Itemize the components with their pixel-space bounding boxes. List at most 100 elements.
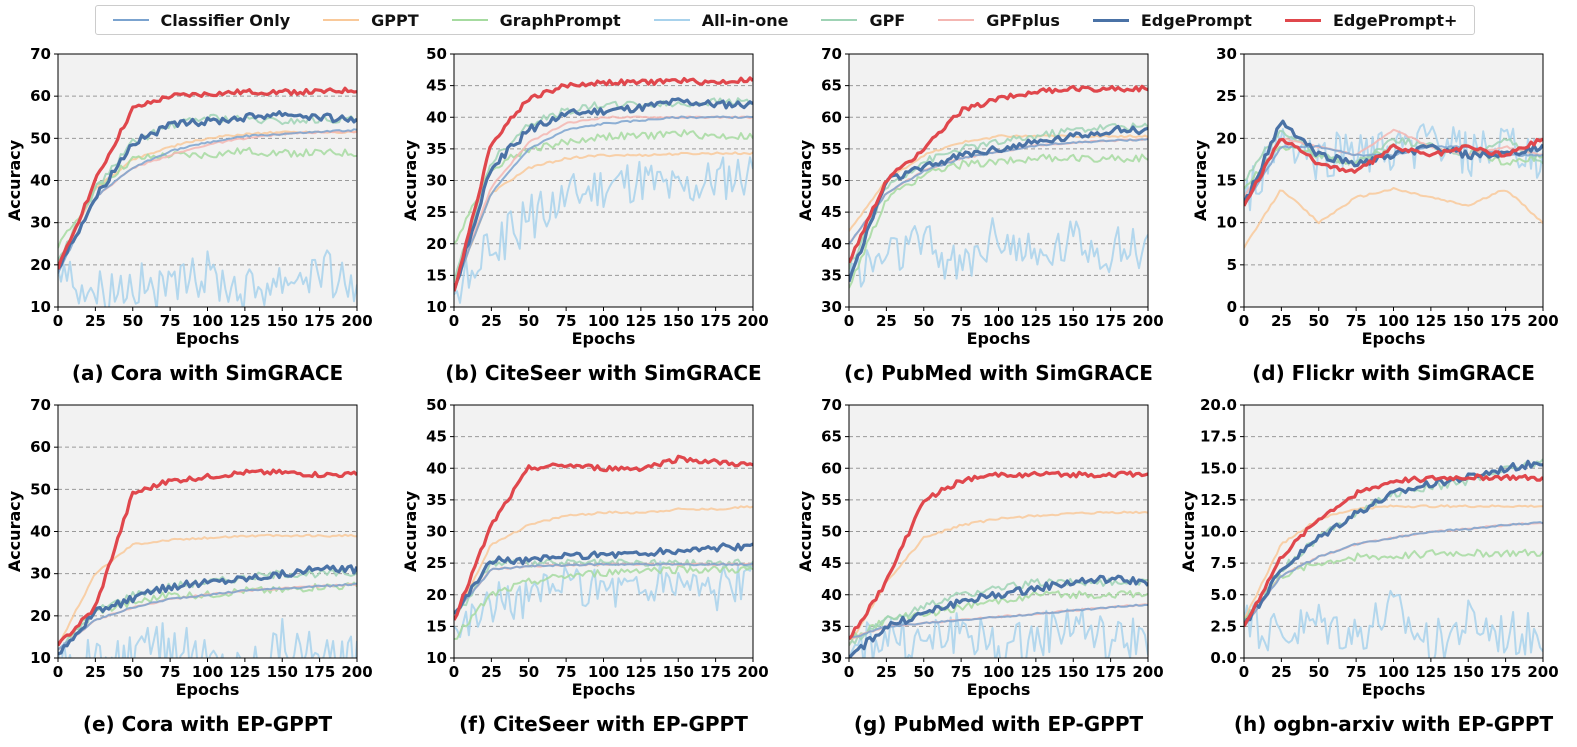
series-line-edgeprompt- <box>454 454 753 621</box>
x-tick-label: 25 <box>876 312 897 330</box>
x-tick-label: 150 <box>1453 663 1484 681</box>
legend-item: Classifier Only <box>112 11 290 30</box>
x-tick-label: 100 <box>983 663 1014 681</box>
x-tick-label: 25 <box>1271 663 1292 681</box>
series-group <box>454 454 753 640</box>
y-tick-label: 25 <box>426 554 447 572</box>
x-tick-label: 75 <box>556 312 577 330</box>
x-tick-label: 200 <box>1527 663 1558 681</box>
legend-swatch <box>1284 18 1321 22</box>
y-tick-label: 5 <box>1227 256 1237 274</box>
legend: Classifier Only GPPT GraphPrompt All-in-one… <box>95 5 1475 35</box>
x-tick-label: 50 <box>1308 312 1329 330</box>
x-axis-label: Epochs <box>1362 329 1426 348</box>
y-axis-label: Accuracy <box>796 490 815 572</box>
legend-item: GraphPrompt <box>451 10 621 30</box>
series-line-edgeprompt- <box>1244 473 1543 628</box>
series-group <box>849 470 1148 658</box>
x-axis-label: Epochs <box>967 680 1031 699</box>
y-tick-label: 17.5 <box>1200 428 1237 446</box>
x-tick-label: 175 <box>700 663 731 681</box>
series-line-classifier-only <box>454 562 753 615</box>
subplot-caption: (e) Cora with EP-GPPT <box>83 712 333 736</box>
x-axis-label: Epochs <box>176 329 240 348</box>
y-tick-label: 50 <box>30 480 51 498</box>
x-tick-label: 100 <box>1378 663 1409 681</box>
x-tick-label: 200 <box>737 312 768 330</box>
series-group <box>1244 458 1543 658</box>
y-tick-label: 50 <box>426 45 447 63</box>
y-tick-label: 7.5 <box>1210 554 1237 572</box>
x-tick-label: 25 <box>85 663 106 681</box>
y-tick-label: 60 <box>30 87 51 105</box>
subplot-caption: (c) PubMed with SimGRACE <box>844 361 1153 385</box>
legend-label: GraphPrompt <box>499 10 621 30</box>
legend-item: All-in-one <box>653 11 788 30</box>
x-tick-label: 100 <box>192 312 223 330</box>
series-line-gpfplus <box>1244 128 1543 198</box>
x-tick-label: 200 <box>341 312 372 330</box>
y-tick-label: 60 <box>821 108 842 126</box>
x-tick-label: 125 <box>1020 663 1051 681</box>
series-line-edgeprompt <box>454 542 753 615</box>
y-tick-label: 30 <box>821 649 842 667</box>
y-tick-label: 15 <box>1216 172 1237 190</box>
series-line-gppt <box>849 510 1148 646</box>
series-line-graphprompt <box>454 564 753 640</box>
x-tick-label: 0 <box>449 312 459 330</box>
series-line-edgeprompt- <box>849 470 1148 641</box>
y-tick-label: 12.5 <box>1200 491 1237 509</box>
x-axis-label: Epochs <box>1362 680 1426 699</box>
y-tick-label: 50 <box>821 523 842 541</box>
legend-item: GPFplus <box>938 11 1060 30</box>
series-line-all-in-one <box>849 217 1148 288</box>
x-tick-label: 125 <box>625 663 656 681</box>
legend-label: GPFplus <box>986 10 1060 30</box>
y-tick-label: 60 <box>821 459 842 477</box>
series-line-edgeprompt <box>1244 459 1543 628</box>
y-tick-label: 10 <box>426 298 447 316</box>
y-tick-label: 55 <box>821 491 842 509</box>
series-line-edgeprompt- <box>1244 137 1543 207</box>
x-tick-label: 200 <box>341 663 372 681</box>
subplot-caption: (h) ogbn-arxiv with EP-GPPT <box>1234 712 1554 736</box>
y-tick-label: 2.5 <box>1210 617 1237 635</box>
y-tick-label: 10 <box>30 649 51 667</box>
subplot: 30 35 40 45 50 55 60 65 70 0 25 50 75 100 125 150 175 200… <box>796 396 1164 736</box>
x-tick-label: 75 <box>1346 663 1367 681</box>
y-tick-label: 40 <box>426 108 447 126</box>
y-tick-label: 20 <box>426 235 447 253</box>
legend-item: GPF <box>821 11 905 30</box>
series-group <box>454 76 753 304</box>
subplot: 30 35 40 45 50 55 60 65 70 0 25 50 75 100 125 150 175 200… <box>796 45 1164 385</box>
y-axis-label: Accuracy <box>5 490 24 572</box>
x-tick-label: 25 <box>876 663 897 681</box>
y-axis-label: Accuracy <box>401 490 420 572</box>
subplot: 10 20 30 40 50 60 70 0 25 50 75 100 125 150 175 200 Epoc… <box>5 45 373 385</box>
series-line-gppt <box>454 505 753 621</box>
x-tick-label: 75 <box>951 663 972 681</box>
series-line-classifier-only <box>58 128 357 274</box>
y-tick-label: 65 <box>821 428 842 446</box>
y-tick-label: 40 <box>30 523 51 541</box>
x-tick-label: 150 <box>1058 312 1089 330</box>
x-tick-label: 200 <box>1132 312 1163 330</box>
x-tick-label: 0 <box>1239 312 1249 330</box>
x-tick-label: 75 <box>1346 312 1367 330</box>
x-tick-label: 25 <box>481 663 502 681</box>
series-line-edgeprompt- <box>454 76 753 292</box>
series-group <box>58 468 357 658</box>
x-tick-label: 0 <box>449 663 459 681</box>
series-line-classifier-only <box>1244 521 1543 628</box>
x-tick-label: 50 <box>913 663 934 681</box>
y-tick-label: 10.0 <box>1200 523 1237 541</box>
x-axis-label: Epochs <box>967 329 1031 348</box>
y-axis-label: Accuracy <box>1191 139 1210 221</box>
series-line-edgeprompt <box>849 124 1148 283</box>
x-tick-label: 75 <box>160 663 181 681</box>
series-line-gppt <box>849 134 1148 232</box>
x-tick-label: 150 <box>663 663 694 681</box>
legend-swatch <box>653 19 690 21</box>
x-tick-label: 0 <box>53 663 63 681</box>
